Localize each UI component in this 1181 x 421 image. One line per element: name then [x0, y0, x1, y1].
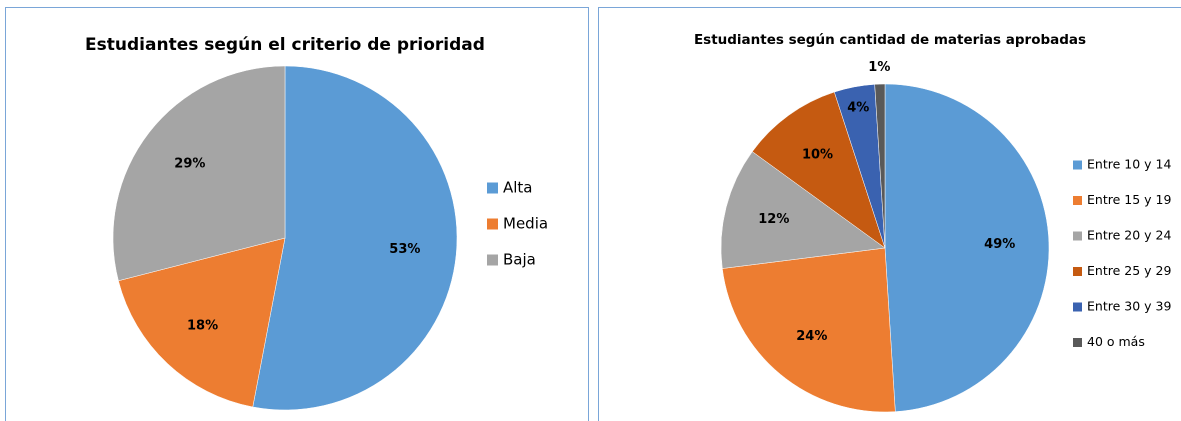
legend-swatch	[1073, 196, 1082, 205]
data-label: 29%	[174, 157, 205, 172]
legend-swatch	[1073, 302, 1082, 312]
data-label: 49%	[984, 237, 1015, 252]
legend-swatch	[1073, 338, 1082, 347]
panel-border	[598, 7, 1181, 421]
legend-label: Baja	[503, 251, 536, 269]
pie-slice	[722, 247, 896, 413]
pie-slice	[118, 237, 286, 408]
legend-label: Entre 25 y 29	[1087, 263, 1171, 278]
legend-label: Entre 10 y 14	[1087, 157, 1171, 172]
pie-slice	[874, 83, 886, 249]
pie-slice	[112, 65, 286, 282]
pie-slice	[720, 151, 886, 269]
panel-border	[5, 7, 589, 421]
data-label: 53%	[389, 242, 420, 257]
pie-slice	[884, 83, 1050, 412]
legend-swatch	[487, 254, 498, 266]
data-label: 10%	[802, 148, 833, 163]
legend-swatch	[1073, 160, 1082, 170]
legend-label: Alta	[503, 179, 533, 197]
legend-label: Media	[503, 215, 548, 233]
data-label: 4%	[847, 100, 869, 115]
legend-swatch	[487, 182, 498, 194]
data-label: 12%	[758, 212, 789, 227]
data-label: 18%	[187, 318, 218, 333]
legend-label: Entre 30 y 39	[1087, 299, 1171, 314]
legend-label: Entre 20 y 24	[1087, 228, 1171, 243]
data-label: 24%	[796, 329, 827, 344]
legend-swatch	[1073, 267, 1082, 276]
data-label: 1%	[868, 60, 890, 75]
chart-title: Estudiantes según el criterio de priorid…	[85, 35, 485, 55]
legend-swatch	[1073, 231, 1082, 241]
pie-slice	[751, 91, 886, 249]
legend-label: 40 o más	[1087, 334, 1145, 349]
legend-swatch	[487, 218, 498, 230]
chart-title: Estudiantes según cantidad de materias a…	[694, 32, 1086, 48]
pie-slice	[252, 65, 458, 411]
legend-label: Entre 15 y 19	[1087, 192, 1171, 207]
